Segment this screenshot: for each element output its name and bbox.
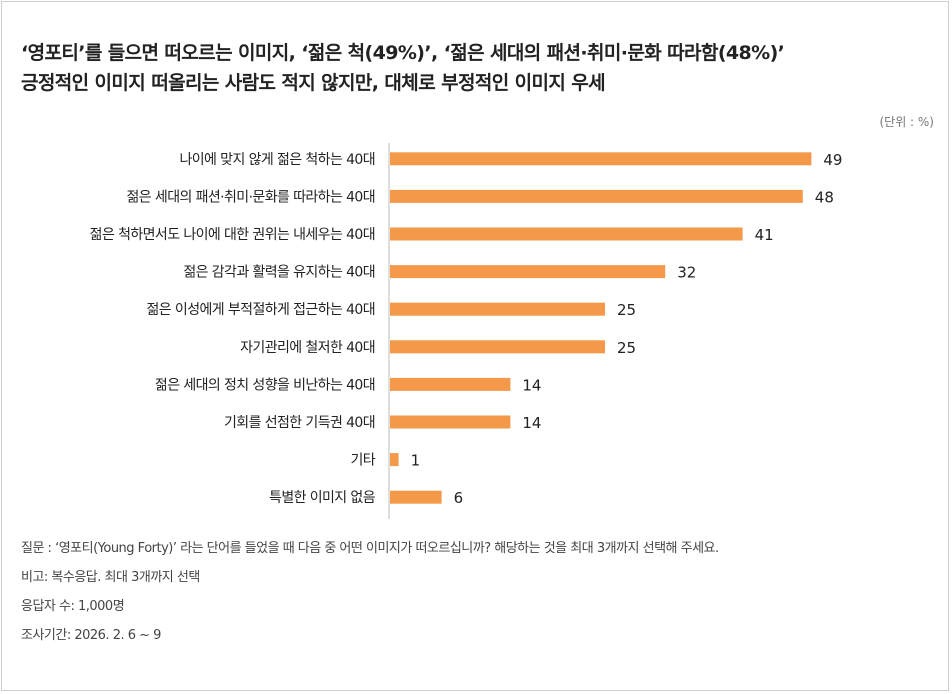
value-label: 25 (617, 339, 636, 357)
bar (390, 490, 442, 504)
unit-label: (단위 : %) (879, 115, 934, 129)
category-label: 기타 (350, 453, 375, 469)
bar (390, 152, 812, 166)
value-label: 6 (454, 489, 464, 507)
value-label: 25 (617, 301, 636, 319)
category-label: 기회를 선점한 기득권 40대 (224, 415, 375, 431)
bar (390, 189, 803, 203)
survey-notes: 질문 : ‘영포티(Young Forty)’ 라는 단어를 들었을 때 다음 … (21, 538, 719, 654)
value-label: 48 (815, 188, 834, 206)
value-label: 14 (522, 376, 541, 394)
category-label: 나이에 맞지 않게 젊은 척하는 40대 (179, 152, 375, 168)
bar-chart: 나이에 맞지 않게 젊은 척하는 40대 49 젊은 세대의 패션·취미·문화를 따… (90, 143, 842, 519)
bar (390, 340, 605, 354)
bar (390, 265, 666, 279)
category-label: 자기관리에 철저한 40대 (240, 340, 375, 356)
bar (390, 302, 605, 316)
value-label: 14 (522, 414, 541, 432)
survey-question: 질문 : ‘영포티(Young Forty)’ 라는 단어를 들었을 때 다음 … (21, 541, 719, 556)
title-line-1: ‘영포티’를 들으면 떠오르는 이미지, ‘젊은 척(49%)’, ‘젊은 세대… (21, 42, 785, 64)
value-label: 1 (411, 452, 421, 470)
bar (390, 377, 511, 391)
category-label: 특별한 이미지 없음 (269, 490, 376, 506)
survey-respondents: 응답자 수: 1,000명 (21, 599, 125, 614)
value-label: 49 (823, 151, 842, 169)
chart-title: ‘영포티’를 들으면 떠오르는 이미지, ‘젊은 척(49%)’, ‘젊은 세대… (21, 38, 785, 98)
survey-remark: 비고: 복수응답. 최대 3개까지 선택 (21, 570, 200, 585)
value-label: 41 (755, 226, 774, 244)
category-label: 젊은 척하면서도 나이에 대한 권위는 내세우는 40대 (90, 227, 375, 243)
bar (390, 453, 399, 467)
survey-period: 조사기간: 2026. 2. 6 ~ 9 (21, 628, 161, 643)
category-label: 젊은 감각과 활력을 유지하는 40대 (183, 265, 375, 281)
title-line-2: 긍정적인 이미지 떠올리는 사람도 적지 않지만, 대체로 부정적인 이미지 우… (21, 72, 606, 94)
bar (390, 227, 743, 241)
bar (390, 415, 511, 429)
category-label: 젊은 이성에게 부적절하게 접근하는 40대 (147, 302, 376, 318)
category-label: 젊은 세대의 패션·취미·문화를 따라하는 40대 (127, 189, 375, 205)
category-label: 젊은 세대의 정치 성향을 비난하는 40대 (155, 377, 375, 393)
value-label: 32 (677, 264, 696, 282)
